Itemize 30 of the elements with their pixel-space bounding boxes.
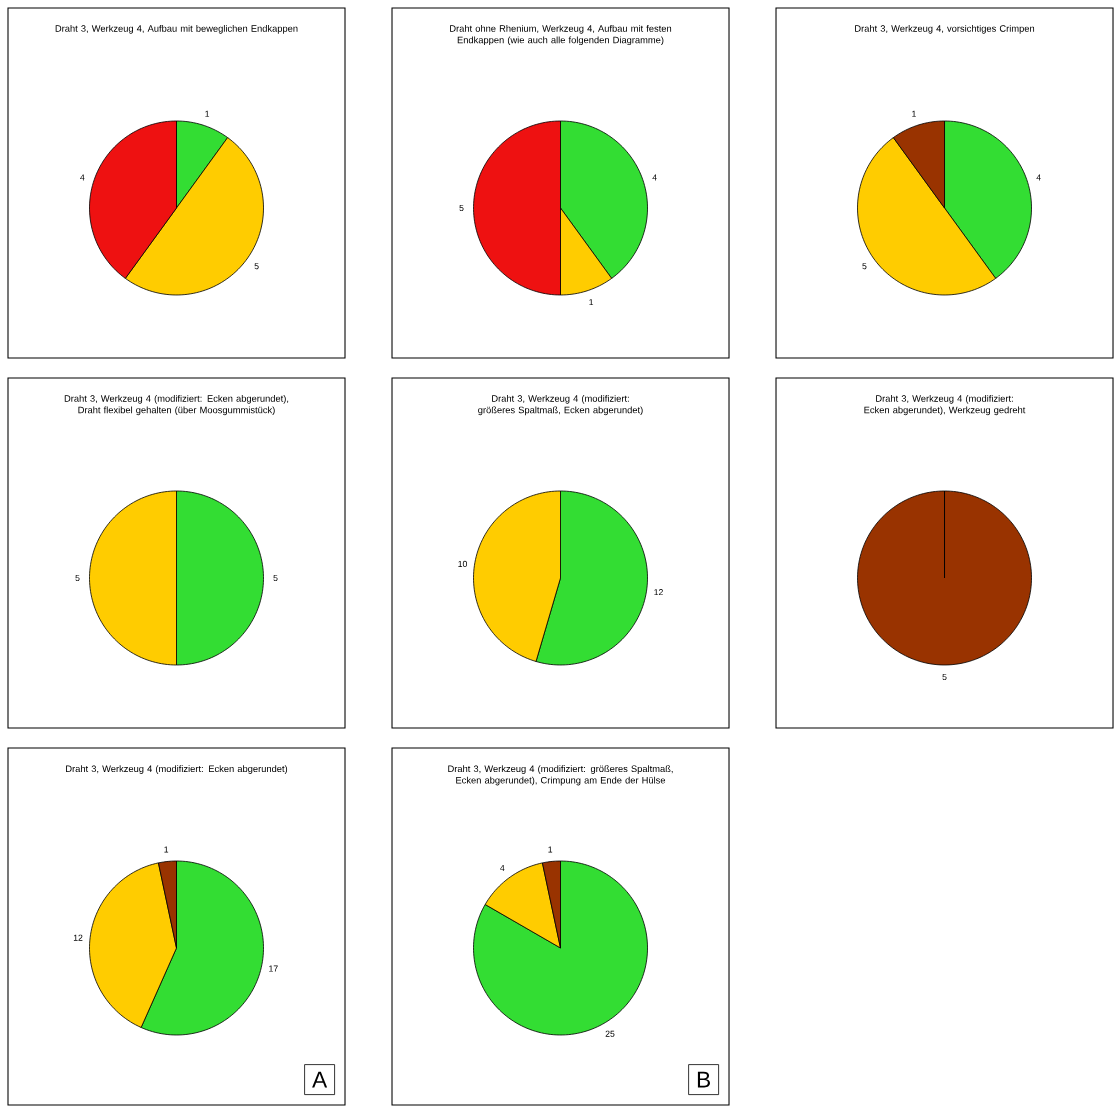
data-label: 4 <box>80 174 85 181</box>
data-label: 25 <box>605 1030 615 1037</box>
data-label: 1 <box>548 846 553 853</box>
chart-title: Draht ohne Rhenium, Werkzeug 4, Aufbau mit festen Endkappen (wie auch alle folgenden Diagramme) <box>450 24 672 46</box>
data-label: 5 <box>942 673 947 681</box>
data-label: 4 <box>652 174 657 181</box>
data-label: 1 <box>589 299 594 306</box>
data-label: 5 <box>254 263 259 270</box>
data-label: 10 <box>458 560 467 567</box>
data-label: 5 <box>75 574 80 582</box>
data-label: 4 <box>1036 174 1041 181</box>
text: B <box>697 1071 710 1088</box>
data-label: 1 <box>205 110 210 117</box>
data-label: 12 <box>73 934 83 941</box>
chart-title: Draht 3, Werkzeug 4 (modifiziert: Ecken abgerundet), Draht flexibel gehalten (über Moosgummistück) <box>64 394 289 416</box>
text: A <box>312 1071 328 1088</box>
data-label: 5 <box>862 263 867 270</box>
data-label: 1 <box>164 846 169 853</box>
chart-title: Draht 3, Werkzeug 4 (modifiziert: Ecken abgerundet) <box>66 765 288 774</box>
data-label: 5 <box>273 574 278 582</box>
data-label: 17 <box>269 965 278 972</box>
chart-title: Draht 3, Werkzeug 4 (modifiziert: größeres Spaltmaß, Ecken abgerundet), Crimpung am Ende der Hülse <box>448 765 673 786</box>
data-label: 1 <box>912 110 916 117</box>
data-label: 5 <box>459 204 464 212</box>
data-label: 4 <box>500 864 505 871</box>
chart-title: Draht 3, Werkzeug 4, Aufbau mit beweglichen Endkappen <box>55 24 298 34</box>
chart-title: Draht 3, Werkzeug 4 (modifiziert: Ecken abgerundet), Werkzeug gedreht <box>864 394 1026 416</box>
data-label: 12 <box>654 589 663 596</box>
chart-title: Draht 3, Werkzeug 4 (modifiziert: größeres Spaltmaß, Ecken abgerundet) <box>478 394 643 416</box>
chart-title: Draht 3, Werkzeug 4, vorsichtiges Crimpen <box>855 24 1035 34</box>
